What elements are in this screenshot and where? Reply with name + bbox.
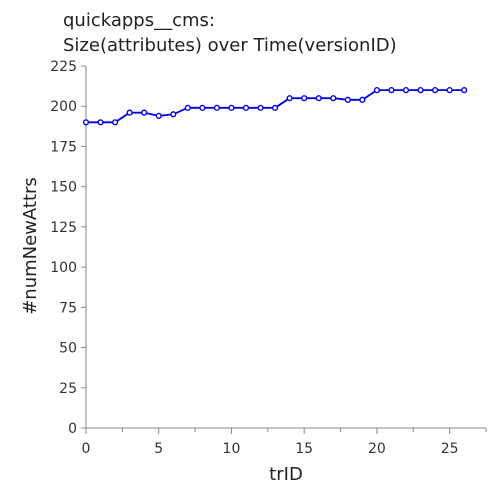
chart-title-line-1: quickapps__cms:: [63, 10, 215, 31]
data-point: [388, 87, 395, 94]
x-tick-label: 15: [295, 441, 313, 457]
data-point: [301, 95, 308, 102]
y-tick-label: 25: [59, 381, 77, 397]
data-point: [97, 119, 104, 126]
data-point: [271, 104, 279, 111]
y-tick-label: 200: [50, 99, 77, 115]
data-point: [330, 95, 337, 102]
x-tick-label: 0: [82, 441, 91, 457]
data-point: [155, 112, 162, 119]
data-series: [82, 87, 468, 126]
x-tick-label: 25: [441, 441, 459, 457]
chart-title-line-2: Size(attributes) over Time(versionID): [63, 35, 397, 56]
y-tick-label: 75: [59, 300, 77, 316]
x-tick-label: 10: [223, 441, 241, 457]
data-point: [344, 96, 351, 103]
data-point: [315, 95, 322, 102]
x-tick-label: 20: [368, 441, 386, 457]
y-tick-label: 0: [68, 421, 77, 437]
data-point: [373, 87, 381, 94]
data-point: [431, 87, 439, 94]
tick-marks: 0 25 50 75 100 125 150 175 200 225 0 5 10 15 20 25: [50, 59, 487, 457]
data-point: [111, 119, 119, 126]
data-point: [359, 96, 366, 103]
y-tick-label: 125: [50, 220, 77, 236]
data-point: [126, 109, 133, 116]
x-axis-label: trID: [269, 464, 303, 485]
data-point: [461, 87, 468, 94]
data-point: [199, 104, 206, 111]
y-axis-label: #numNewAttrs: [20, 177, 41, 315]
y-tick-label: 150: [50, 180, 77, 196]
x-tick-label: 5: [154, 441, 163, 457]
data-point: [286, 95, 293, 102]
data-point: [141, 109, 148, 116]
data-point: [242, 104, 250, 111]
axes: [85, 66, 486, 429]
data-point: [446, 87, 453, 94]
y-tick-label: 100: [50, 260, 77, 276]
data-point: [82, 119, 90, 126]
y-tick-label: 225: [50, 59, 77, 75]
chart-title: quickapps__cms: Size(attributes) over Ti…: [63, 10, 397, 56]
data-point: [213, 104, 221, 111]
y-tick-label: 50: [59, 341, 77, 357]
data-point: [402, 87, 410, 94]
data-point: [184, 104, 191, 111]
data-point: [257, 104, 264, 111]
data-point: [170, 111, 177, 118]
data-point: [228, 104, 235, 111]
data-point: [417, 87, 424, 94]
y-tick-label: 175: [50, 139, 77, 155]
